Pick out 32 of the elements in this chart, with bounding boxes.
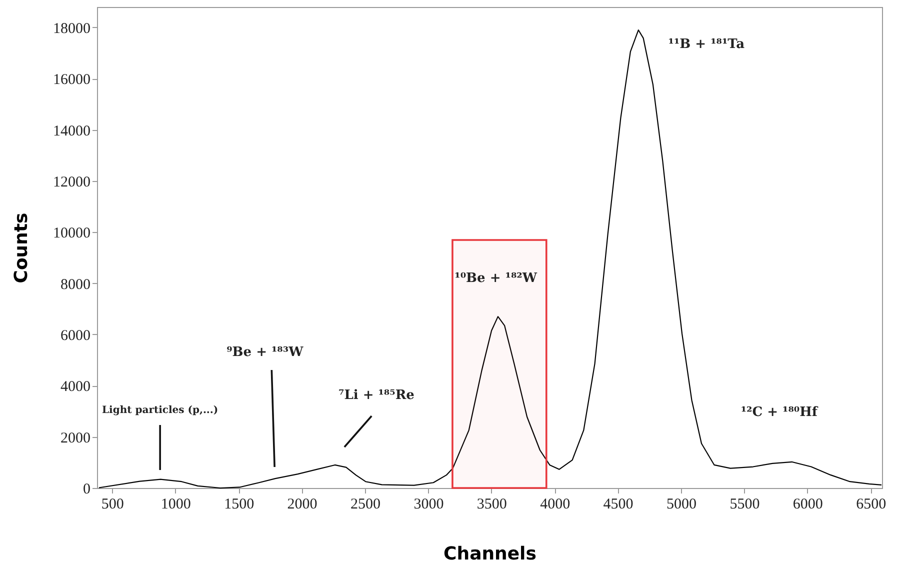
y-axis-title: Counts: [11, 212, 32, 284]
y-tick-label: 6000: [60, 328, 90, 344]
x-tick-label: 4000: [540, 496, 570, 512]
y-tick-label: 8000: [60, 276, 90, 293]
y-tick-label: 2000: [60, 430, 90, 446]
x-tick-label: 4500: [603, 496, 634, 512]
line-series: [98, 29, 882, 489]
y-tick-label: 0: [83, 482, 90, 498]
y-tick-label: 16000: [53, 72, 90, 88]
x-axis-title: Channels: [444, 544, 536, 564]
x-tick-label: 2000: [287, 496, 318, 512]
y-tick-label: 18000: [53, 20, 90, 37]
annotation: Light particles (p,...): [102, 405, 218, 416]
x-tick-label: 2500: [350, 496, 380, 512]
x-tick-label: 5000: [666, 496, 697, 512]
x-tick-label: 3500: [476, 496, 507, 512]
x-tick-label: 1000: [160, 496, 191, 512]
x-tick-label: 6500: [856, 496, 886, 512]
annotation: ¹¹B + ¹⁸¹Ta: [668, 37, 746, 52]
y-tick-label: 10000: [53, 226, 90, 242]
y-tick-label: 4000: [60, 379, 90, 396]
annotation: ¹⁰Be + ¹⁸²W: [454, 271, 538, 286]
y-tick-label: 14000: [53, 123, 90, 140]
x-tick-label: 6000: [792, 496, 823, 512]
annotation: ¹²C + ¹⁸⁰Hf: [740, 405, 819, 420]
annotation: ⁷Li + ¹⁸⁵Re: [338, 388, 414, 403]
y-tick-label: 12000: [53, 174, 90, 190]
x-tick-label: 3000: [414, 496, 444, 512]
x-tick-label: 500: [101, 496, 124, 512]
x-tick-label: 5500: [730, 496, 760, 512]
annotation: ⁹Be + ¹⁸³W: [226, 345, 304, 360]
x-tick-label: 1500: [224, 496, 254, 512]
